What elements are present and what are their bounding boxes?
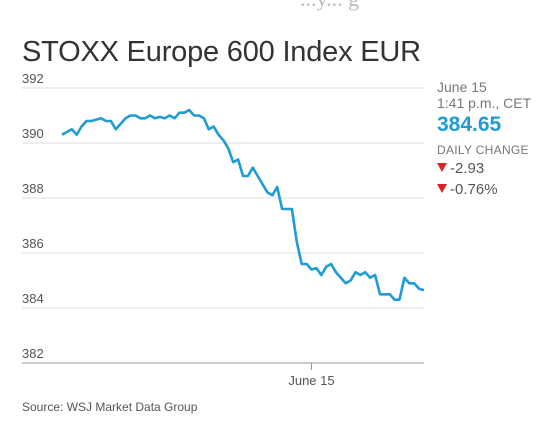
y-tick-label: 384 — [22, 291, 44, 306]
change-percent: -0.76% — [437, 180, 547, 199]
change-percent-value: -0.76% — [450, 181, 498, 198]
y-tick-label: 390 — [22, 126, 44, 141]
change-absolute-value: -2.93 — [450, 160, 485, 177]
series-line — [61, 108, 425, 302]
quote-value: 384.65 — [437, 113, 502, 136]
y-tick-label: 392 — [22, 71, 44, 86]
y-tick-label: 386 — [22, 236, 44, 251]
gridlines — [22, 87, 424, 364]
down-triangle-icon — [437, 163, 447, 172]
quote-date: June 15 — [437, 79, 487, 95]
daily-change-label: DAILY CHANGE — [437, 143, 529, 157]
x-axis-ticks: June 15 — [288, 363, 335, 388]
quote-time: 1:41 p.m., CET — [437, 95, 532, 111]
series-layer — [61, 108, 425, 302]
clipped-header-text: ...y... g — [300, 0, 359, 12]
source-note: Source: WSJ Market Data Group — [22, 400, 198, 414]
down-triangle-icon — [437, 184, 447, 193]
y-tick-label: 382 — [22, 346, 44, 361]
change-absolute: -2.93 — [437, 159, 547, 178]
x-tick-label: June 15 — [288, 373, 334, 388]
y-axis-ticks: 392 390 388 386 384 382 — [22, 71, 44, 361]
y-tick-label: 388 — [22, 181, 44, 196]
quote-panel: June 15 1:41 p.m., CET 384.65 DAILY CHAN… — [437, 79, 547, 199]
chart-title: STOXX Europe 600 Index EUR — [22, 36, 421, 68]
